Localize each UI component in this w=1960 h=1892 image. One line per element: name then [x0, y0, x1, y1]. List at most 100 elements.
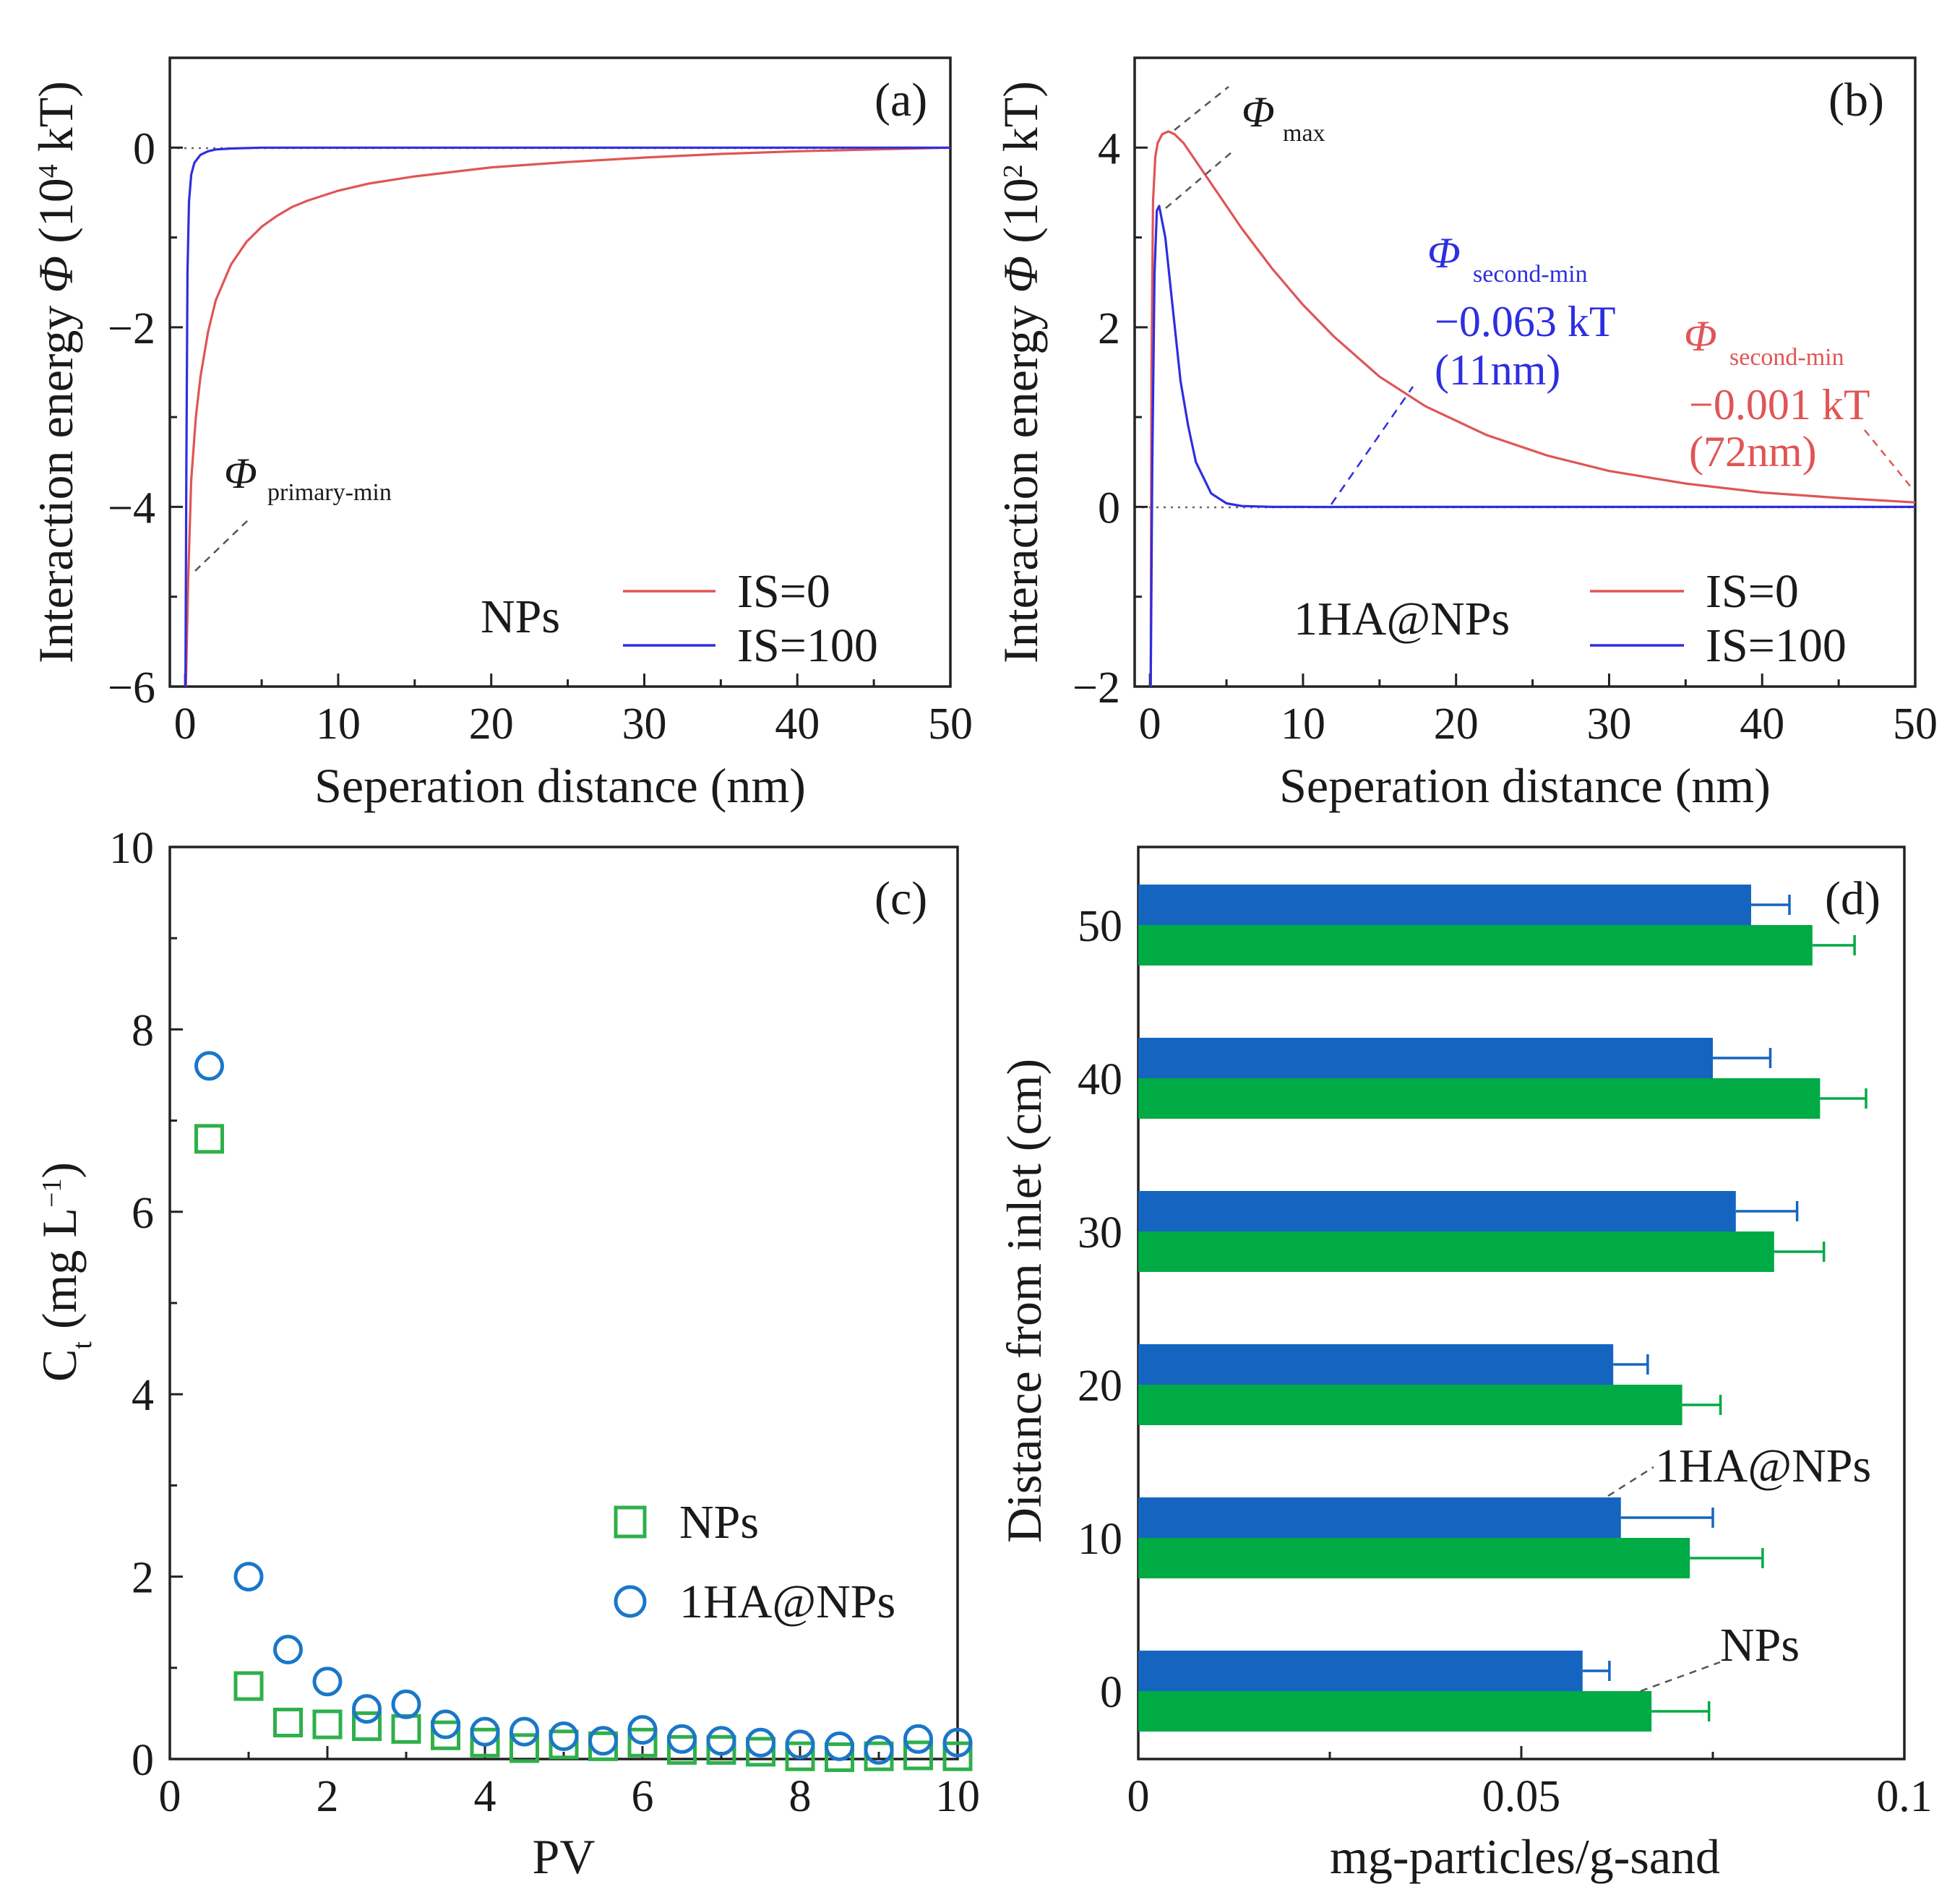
panel-c-ytick-label: 8	[132, 1006, 154, 1055]
panel-c-1ha-point	[588, 1726, 618, 1756]
panel-b-ylabel-phi: Φ	[993, 256, 1048, 293]
panel-a-xtick-label: 40	[775, 700, 820, 749]
panel-d-bar-1ha	[1138, 1191, 1736, 1231]
panel-c-1ha-point	[273, 1635, 303, 1665]
panel-c-1ha-point	[194, 1051, 224, 1081]
panel-c-xtick-label: 2	[317, 1772, 339, 1821]
panel-c-nps-point	[549, 1729, 579, 1760]
panel-b-phi-max: Φ	[1242, 88, 1275, 136]
panel-b-ytick-label: −2	[1073, 663, 1120, 713]
panel-c-nps-point	[667, 1734, 697, 1765]
panel-d-1ha-label: 1HA@NPs	[1655, 1440, 1871, 1492]
panel-a-xtick-label: 50	[928, 700, 973, 749]
panel-d-nps-label: NPs	[1720, 1619, 1800, 1672]
panel-c-nps-point	[785, 1741, 815, 1771]
panel-d-ytick-label: 30	[1078, 1208, 1122, 1257]
panel-c-nps-point	[194, 1124, 224, 1154]
panel-a-legend-is100: IS=100	[737, 619, 878, 672]
panel-a-frame	[168, 56, 952, 688]
panel-b-xtick-label: 40	[1740, 700, 1784, 749]
panel-d-ytick-label: 10	[1078, 1515, 1122, 1564]
panel-a-ytick-label: −2	[108, 304, 155, 353]
panel-c-1ha-point	[510, 1716, 539, 1747]
panel-c-1ha-point	[391, 1689, 421, 1719]
panel-c-nps-point	[825, 1742, 854, 1772]
panel-c-legend-nps: NPs	[679, 1496, 759, 1549]
panel-b-blue-leader	[1330, 386, 1414, 505]
panel-b-blue-distance: (11nm)	[1435, 346, 1560, 394]
panel-a-legend-title: NPs	[481, 590, 560, 643]
panel-b-blue-value: −0.063 kT	[1435, 298, 1616, 345]
panel-c-xtick-label: 10	[935, 1772, 980, 1821]
panel-a-xtick-label: 0	[174, 700, 197, 749]
panel-c-ytick-label: 10	[109, 824, 154, 873]
panel-c-nps-point	[510, 1733, 539, 1763]
panel-c-nps-point	[312, 1709, 343, 1740]
panel-a-xtick-label: 20	[469, 700, 514, 749]
panel-c-xtick-label: 0	[159, 1772, 181, 1821]
panel-c-nps-point	[706, 1734, 736, 1765]
panel-d-bar-nps	[1138, 1078, 1821, 1119]
panel-c-1ha-point	[470, 1716, 500, 1747]
panel-c-nps-point	[352, 1711, 382, 1742]
panel-d: 0 0.05 0.1 0 10 20 30 40 50 (d) Distance from in…	[997, 846, 1933, 1884]
panel-b-xtick-label: 10	[1281, 700, 1325, 749]
panel-b-label: (b)	[1828, 74, 1884, 126]
panel-c-ylabel-close: )	[32, 1162, 87, 1179]
panel-c-1ha-point	[785, 1729, 815, 1760]
panel-b-legend-is100: IS=100	[1706, 619, 1847, 672]
panel-c-nps-point	[391, 1713, 421, 1744]
panel-c-ticks: 00 2 2 4 4 6 6 8 8 10 10	[109, 824, 980, 1821]
panel-d-ytick-label: 40	[1078, 1055, 1122, 1104]
panel-c-1ha-point	[352, 1694, 382, 1724]
panel-c-1ha-point	[549, 1721, 579, 1751]
panel-d-xtick-label: 0	[1127, 1772, 1150, 1821]
panel-c-ytick-label: 6	[132, 1189, 154, 1238]
panel-d-ticks: 0 0.05 0.1 0 10 20 30 40 50	[1078, 902, 1933, 1821]
panel-d-label: (d)	[1825, 872, 1881, 925]
panel-d-xtick-label: 0.05	[1482, 1772, 1561, 1821]
panel-a-xlabel: Seperation distance (nm)	[314, 758, 806, 813]
panel-c-1ha-point	[706, 1726, 736, 1756]
panel-d-1ha-leader	[1607, 1466, 1654, 1497]
panel-c-xtick-label: 4	[474, 1772, 497, 1821]
panel-c-nps-point	[431, 1720, 460, 1750]
panel-c-ylabel-tail: (mg L	[32, 1208, 87, 1341]
panel-c-ytick-label: 0	[132, 1736, 154, 1785]
panel-d-bar-1ha	[1138, 1651, 1583, 1691]
panel-c-ylabel-sub: t	[67, 1341, 98, 1349]
panel-c-1ha-point	[312, 1667, 343, 1697]
panel-a-ylabel-unit: (10	[28, 178, 83, 256]
panel-c-legend-1ha: 1HA@NPs	[679, 1575, 895, 1628]
panel-b-red-leader	[1864, 429, 1912, 489]
panel-b-ytick-label: 0	[1098, 483, 1120, 533]
panel-b-phi-blue-second-min: Φ	[1427, 229, 1461, 277]
panel-d-ytick-label: 0	[1100, 1668, 1122, 1717]
panel-c-ylabel: Ct (mg L−1)	[32, 1162, 98, 1382]
panel-d-ytick-label: 50	[1078, 902, 1122, 951]
panel-b-ylabel-text: Interaction energy	[993, 293, 1048, 663]
panel-c-nps-point	[942, 1741, 973, 1771]
panel-c-1ha-point	[667, 1724, 697, 1754]
panel-d-bar-1ha	[1138, 1038, 1713, 1078]
panel-c-1ha-point	[903, 1724, 933, 1754]
panel-a-xtick-label: 10	[316, 700, 361, 749]
panel-b-ytick-label: 4	[1098, 124, 1120, 173]
panel-b-blue-second-min-sub: second-min	[1473, 261, 1588, 288]
panel-c-xlabel: PV	[533, 1829, 596, 1884]
panel-d-bar-nps	[1138, 1691, 1652, 1732]
panel-c-1ha-point	[627, 1715, 658, 1745]
panel-b-ylabel-unit: (10	[993, 178, 1048, 256]
panel-b-ylabel: Interaction energy Φ (102 kT)	[993, 81, 1048, 663]
panel-c-nps-point	[746, 1737, 775, 1767]
panel-a-ytick-label: 0	[133, 124, 155, 173]
panel-c-nps-point	[903, 1740, 933, 1771]
panel-b-curves	[1149, 130, 1916, 687]
panel-c-ytick-label: 2	[132, 1554, 154, 1603]
panel-a-ylabel-exp: 4	[33, 164, 64, 178]
panel-c: 00 2 2 4 4 6 6 8 8 10 10 (c) Ct (mg L−1) PV NPs 1H…	[32, 824, 980, 1884]
panel-c-ylabel-sup: −1	[37, 1179, 67, 1208]
panel-d-bars	[1138, 885, 1867, 1732]
